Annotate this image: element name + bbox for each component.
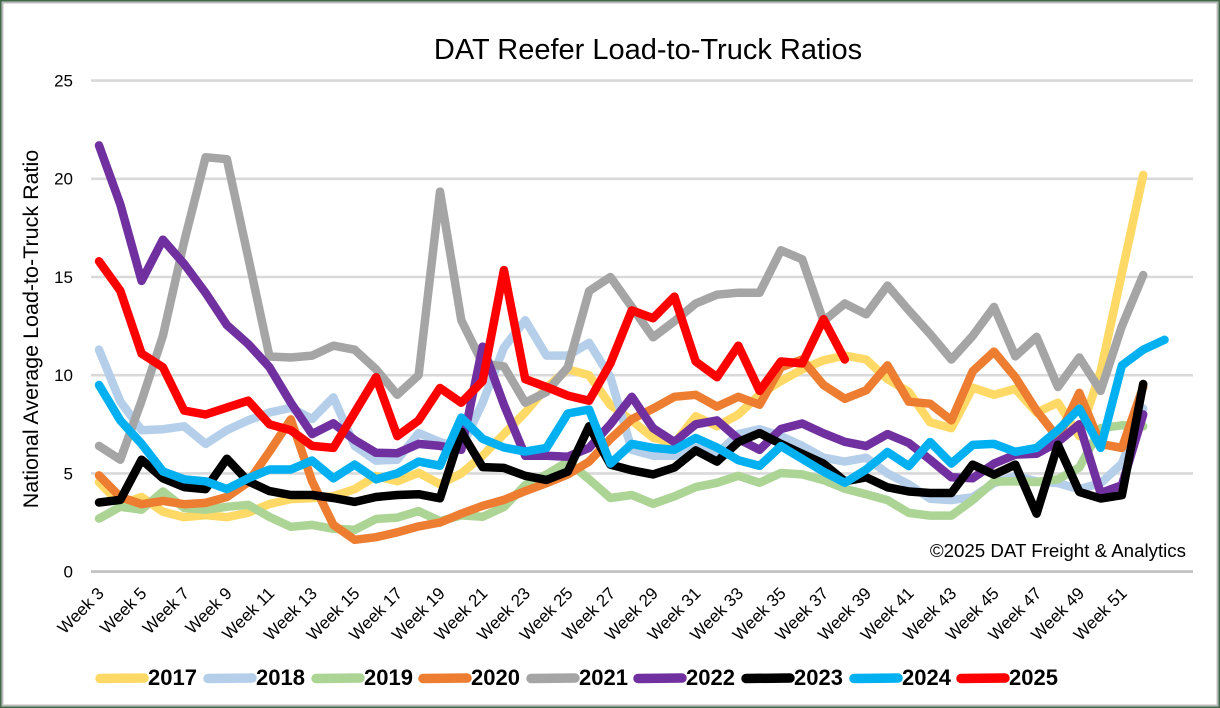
svg-text:2021: 2021 bbox=[579, 665, 628, 690]
svg-text:2024: 2024 bbox=[902, 665, 952, 690]
svg-text:2020: 2020 bbox=[471, 665, 520, 690]
svg-text:0: 0 bbox=[64, 563, 73, 582]
svg-text:©2025 DAT Freight & Analytics: ©2025 DAT Freight & Analytics bbox=[930, 540, 1186, 561]
svg-text:2022: 2022 bbox=[686, 665, 735, 690]
svg-text:10: 10 bbox=[54, 366, 73, 385]
svg-text:2018: 2018 bbox=[256, 665, 305, 690]
svg-text:5: 5 bbox=[64, 464, 73, 483]
svg-text:2019: 2019 bbox=[364, 665, 413, 690]
svg-text:DAT Reefer Load-to-Truck Ratio: DAT Reefer Load-to-Truck Ratios bbox=[434, 34, 862, 66]
svg-text:25: 25 bbox=[54, 72, 73, 91]
svg-text:2025: 2025 bbox=[1009, 665, 1058, 690]
svg-text:15: 15 bbox=[54, 268, 73, 287]
svg-text:20: 20 bbox=[54, 170, 73, 189]
svg-text:2023: 2023 bbox=[794, 665, 843, 690]
svg-text:2017: 2017 bbox=[148, 665, 197, 690]
svg-text:National Average Load-to-Truck: National Average Load-to-Truck Ratio bbox=[19, 150, 43, 509]
